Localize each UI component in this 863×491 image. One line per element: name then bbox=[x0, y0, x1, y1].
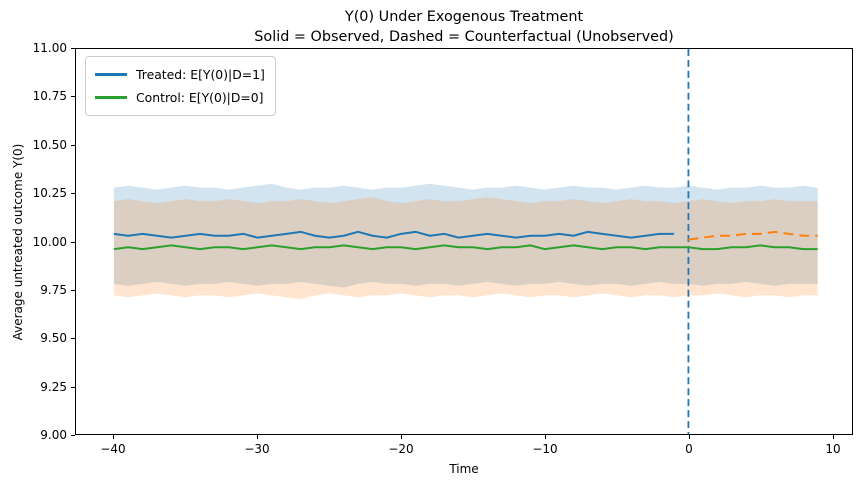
control-line-swatch bbox=[95, 96, 127, 99]
x-tick-mark bbox=[257, 435, 258, 439]
x-tick-mark bbox=[113, 435, 114, 439]
treated-line-swatch bbox=[95, 73, 127, 76]
y-tick-label: 9.50 bbox=[40, 331, 67, 346]
y-tick-mark bbox=[71, 193, 75, 195]
y-tick-label: 10.75 bbox=[32, 89, 67, 104]
x-axis-label: Time bbox=[449, 462, 479, 476]
legend: Treated: E[Y(0)|D=1] Control: E[Y(0)|D=0… bbox=[85, 56, 276, 116]
plot-area: Treated: E[Y(0)|D=1] Control: E[Y(0)|D=0… bbox=[75, 48, 853, 435]
y-tick-label: 11.00 bbox=[32, 41, 67, 55]
y-tick-mark bbox=[71, 241, 75, 243]
page-title: Y(0) Under Exogenous Treatment Solid = O… bbox=[75, 7, 853, 47]
y-tick-mark bbox=[71, 289, 75, 291]
x-tick-mark bbox=[401, 435, 402, 439]
chart-title-line1: Y(0) Under Exogenous Treatment bbox=[344, 9, 584, 25]
y-tick-label: 10.25 bbox=[32, 186, 67, 201]
y-tick-mark bbox=[71, 435, 75, 436]
y-tick-label: 9.25 bbox=[40, 379, 67, 394]
x-tick-label: −10 bbox=[532, 442, 558, 456]
x-tick-mark bbox=[688, 435, 690, 439]
y-tick-mark bbox=[71, 144, 75, 146]
chart-svg bbox=[113, 49, 818, 434]
y-tick-mark bbox=[71, 386, 75, 388]
y-tick-mark bbox=[71, 96, 75, 98]
x-tick-label: −20 bbox=[388, 442, 414, 456]
treated-line bbox=[113, 230, 675, 239]
x-tick-mark bbox=[544, 435, 546, 439]
x-tick-label: 10 bbox=[825, 442, 841, 456]
legend-item-treated: Treated: E[Y(0)|D=1] bbox=[95, 63, 265, 86]
x-tick-label: −30 bbox=[244, 442, 270, 456]
legend-item-control: Control: E[Y(0)|D=0] bbox=[95, 86, 265, 109]
x-tick-mark bbox=[832, 435, 834, 439]
y-tick-label: 10.00 bbox=[32, 234, 67, 249]
y-tick-mark bbox=[71, 48, 75, 49]
counterfactual-line bbox=[688, 230, 818, 241]
legend-label-control: Control: E[Y(0)|D=0] bbox=[136, 90, 264, 105]
x-tick-label: 0 bbox=[685, 442, 693, 456]
y-tick-mark bbox=[71, 338, 75, 340]
legend-label-treated: Treated: E[Y(0)|D=1] bbox=[136, 67, 265, 82]
y-axis-label: Average untreated outcome Y(0) bbox=[11, 143, 25, 341]
x-tick-label: −40 bbox=[100, 442, 126, 456]
chart-title-line2: Solid = Observed, Dashed = Counterfactua… bbox=[254, 29, 674, 45]
y-tick-label: 10.50 bbox=[32, 137, 67, 152]
y-tick-label: 9.75 bbox=[40, 282, 67, 297]
y-tick-label: 9.00 bbox=[40, 428, 67, 442]
control-line bbox=[113, 244, 818, 251]
